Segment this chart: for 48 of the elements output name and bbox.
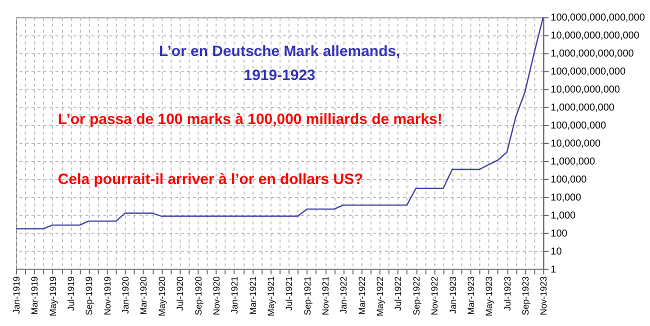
x-tick-label: Sep-1919 — [84, 276, 94, 316]
x-tick-label: Jan-1922 — [338, 276, 349, 314]
x-tick-label: Sep-1922 — [411, 276, 422, 316]
x-tick-label: Jul-1922 — [393, 276, 404, 311]
x-tick-label: Nov-1919 — [102, 276, 112, 316]
y-tick-label: 1,000 — [550, 210, 576, 222]
x-tick-label: Sep-1920 — [193, 276, 204, 316]
x-tick-label: Mar-1921 — [248, 276, 258, 315]
x-tick-label: Jul-1921 — [284, 276, 294, 311]
x-tick-label: Jan-1921 — [230, 276, 240, 314]
x-tick-label: Mar-1922 — [356, 276, 367, 315]
x-tick-label: Jul-1923 — [502, 276, 512, 311]
text: L’or en Deutsche Mark allemands, 1919-1923 — [158, 43, 400, 84]
y-tick-label: 100,000,000 — [550, 120, 607, 132]
x-tick-label: Jan-1923 — [448, 276, 458, 314]
x-tick-label: Mar-1923 — [466, 276, 476, 315]
x-tick-label: Nov-1921 — [320, 276, 331, 316]
y-tick-label: 10 — [550, 246, 562, 258]
x-tick-label: Jul-1919 — [66, 276, 76, 311]
annotation: L’or passa de 100 marks à 100,000 milliards de marks! — [58, 111, 442, 128]
x-tick-label: May-1921 — [266, 276, 276, 316]
y-tick-label: 10,000 — [550, 192, 582, 204]
x-tick-label: May-1919 — [48, 276, 58, 316]
y-tick-label: 100,000,000,000,000 — [550, 12, 646, 24]
x-tick-label: Mar-1919 — [30, 276, 40, 315]
x-tick-label: Nov-1922 — [430, 276, 440, 316]
y-tick-label: 10,000,000 — [550, 138, 601, 150]
y-tick-label: 1,000,000,000 — [550, 102, 615, 114]
x-tick-label: May-1923 — [484, 276, 494, 316]
y-tick-label: 100,000,000,000 — [550, 66, 626, 78]
y-tick-label: 1 — [550, 264, 557, 276]
x-tick-label: Mar-1920 — [138, 276, 149, 315]
y-tick-label: 100 — [550, 228, 568, 240]
x-tick-label: Nov-1920 — [211, 276, 222, 316]
x-tick-label: May-1920 — [156, 276, 167, 316]
x-tick-label: Jan-1919 — [11, 276, 22, 314]
y-tick-label: 1,000,000 — [550, 156, 596, 168]
x-tick-label: Jul-1920 — [175, 276, 186, 311]
x-tick-label: May-1922 — [375, 276, 386, 316]
x-tick-label: Sep-1921 — [302, 276, 312, 316]
y-tick-label: 10,000,000,000 — [550, 84, 620, 96]
y-tick-label: 100,000 — [550, 174, 588, 186]
x-tick-label: Sep-1923 — [520, 276, 530, 316]
y-tick-label: 10,000,000,000,000 — [550, 30, 640, 42]
annotation: Cela pourrait-il arriver à l’or en dollars US? — [58, 170, 364, 188]
y-tick-label: 1,000,000,000,000 — [550, 48, 634, 60]
x-tick-label: Nov-1923 — [538, 276, 549, 316]
x-tick-label: Jan-1920 — [120, 276, 131, 314]
